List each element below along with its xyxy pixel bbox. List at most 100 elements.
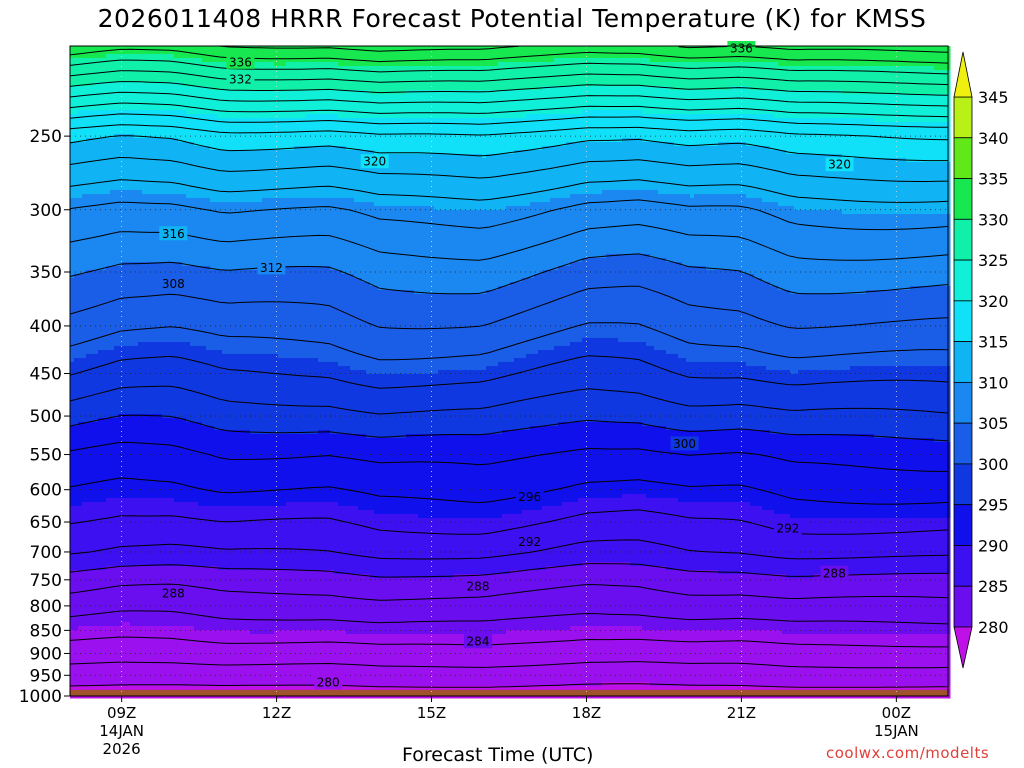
fill-cell <box>186 606 191 611</box>
fill-cell <box>86 350 91 355</box>
fill-cell <box>98 434 103 439</box>
fill-cell <box>78 286 83 291</box>
fill-cell <box>82 390 87 395</box>
fill-cell <box>186 210 191 215</box>
fill-cell <box>142 590 147 595</box>
fill-cell <box>186 114 191 119</box>
fill-cell <box>166 442 171 447</box>
fill-cell <box>74 242 79 247</box>
fill-cell <box>82 554 87 559</box>
fill-cell <box>74 406 79 411</box>
fill-cell <box>74 278 79 283</box>
fill-cell <box>74 70 79 75</box>
fill-cell <box>110 394 115 399</box>
fill-cell <box>146 438 151 443</box>
fill-cell <box>182 258 187 263</box>
fill-cell <box>182 218 187 223</box>
fill-cell <box>90 286 95 291</box>
fill-cell <box>166 430 171 435</box>
fill-cell <box>126 646 131 651</box>
fill-cell <box>86 130 91 135</box>
fill-cell <box>154 270 159 275</box>
fill-cell <box>118 498 123 503</box>
fill-cell <box>90 314 95 319</box>
fill-cell <box>126 226 131 231</box>
fill-cell <box>110 398 115 403</box>
fill-cell <box>134 242 139 247</box>
fill-cell <box>98 650 103 655</box>
fill-cell <box>190 382 195 387</box>
fill-cell <box>78 466 83 471</box>
fill-cell <box>134 402 139 407</box>
fill-cell <box>138 206 143 211</box>
fill-cell <box>74 498 79 503</box>
fill-cell <box>94 174 99 179</box>
fill-cell <box>162 62 167 67</box>
fill-cell <box>102 494 107 499</box>
fill-cell <box>162 122 167 127</box>
fill-cell <box>162 674 167 679</box>
fill-cell <box>114 442 119 447</box>
fill-cell <box>118 82 123 87</box>
fill-cell <box>122 210 127 215</box>
fill-cell <box>82 522 87 527</box>
fill-cell <box>78 366 83 371</box>
fill-cell <box>86 366 91 371</box>
fill-cell <box>174 118 179 123</box>
fill-cell <box>102 58 107 63</box>
fill-cell <box>122 174 127 179</box>
fill-cell <box>138 78 143 83</box>
fill-cell <box>138 498 143 503</box>
fill-cell <box>178 358 183 363</box>
fill-cell <box>82 98 87 103</box>
fill-cell <box>82 686 87 691</box>
fill-cell <box>90 590 95 595</box>
fill-cell <box>70 374 75 379</box>
fill-cell <box>98 630 103 635</box>
fill-cell <box>70 666 75 671</box>
fill-cell <box>166 610 171 615</box>
fill-cell <box>154 318 159 323</box>
fill-cell <box>122 462 127 467</box>
fill-cell <box>106 658 111 663</box>
fill-cell <box>82 146 87 151</box>
fill-cell <box>122 206 127 211</box>
fill-cell <box>102 98 107 103</box>
fill-cell <box>146 350 151 355</box>
fill-cell <box>162 166 167 171</box>
fill-cell <box>138 370 143 375</box>
fill-cell <box>158 142 163 147</box>
fill-cell <box>138 246 143 251</box>
fill-cell <box>146 566 151 571</box>
fill-cell <box>106 202 111 207</box>
fill-cell <box>118 254 123 259</box>
fill-cell <box>146 222 151 227</box>
fill-cell <box>118 318 123 323</box>
fill-cell <box>146 182 151 187</box>
fill-cell <box>86 74 91 79</box>
fill-cell <box>90 158 95 163</box>
fill-cell <box>126 370 131 375</box>
fill-cell <box>86 658 91 663</box>
fill-cell <box>114 366 119 371</box>
fill-cell <box>102 682 107 687</box>
fill-cell <box>134 54 139 59</box>
fill-cell <box>98 98 103 103</box>
fill-cell <box>106 590 111 595</box>
fill-cell <box>146 290 151 295</box>
fill-cell <box>186 134 191 139</box>
fill-cell <box>118 582 123 587</box>
fill-cell <box>138 598 143 603</box>
fill-cell <box>114 386 119 391</box>
fill-cell <box>146 338 151 343</box>
fill-cell <box>126 406 131 411</box>
fill-cell <box>158 678 163 683</box>
fill-cell <box>102 282 107 287</box>
fill-cell <box>110 522 115 527</box>
fill-cell <box>174 438 179 443</box>
fill-cell <box>170 66 175 71</box>
fill-cell <box>142 98 147 103</box>
fill-cell <box>118 562 123 567</box>
fill-cell <box>110 614 115 619</box>
fill-cell <box>110 502 115 507</box>
